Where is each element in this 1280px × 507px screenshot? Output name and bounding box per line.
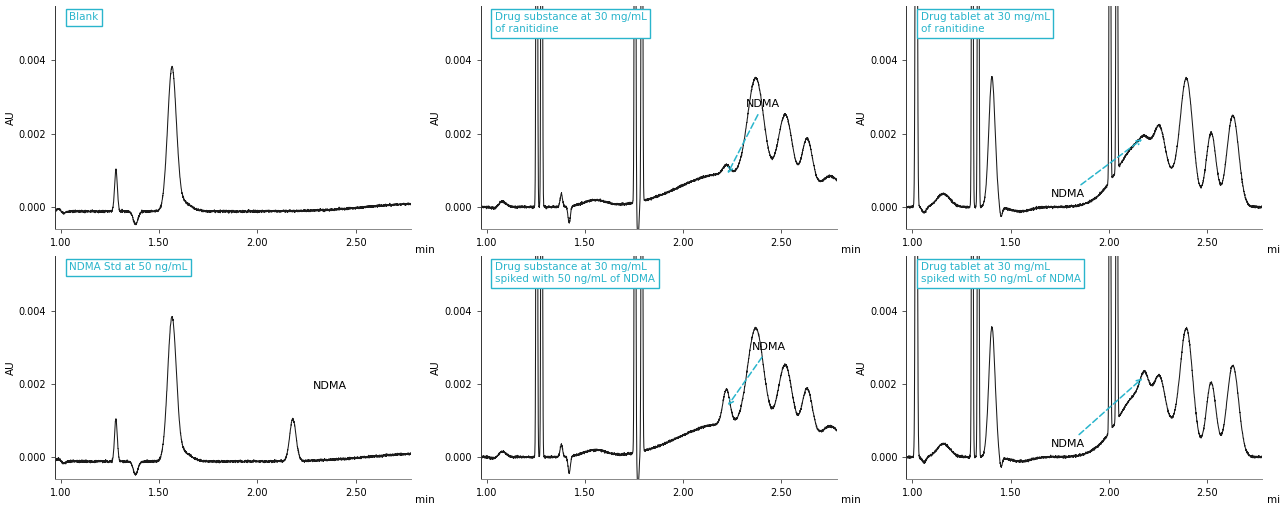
- Y-axis label: AU: AU: [858, 360, 867, 375]
- Text: NDMA Std at 50 ng/mL: NDMA Std at 50 ng/mL: [69, 262, 188, 272]
- Y-axis label: AU: AU: [431, 360, 442, 375]
- Text: Drug tablet at 30 mg/mL
spiked with 50 ng/mL of NDMA: Drug tablet at 30 mg/mL spiked with 50 n…: [920, 262, 1080, 284]
- Text: Drug substance at 30 mg/mL
of ranitidine: Drug substance at 30 mg/mL of ranitidine: [495, 12, 646, 34]
- Y-axis label: AU: AU: [431, 110, 442, 125]
- X-axis label: min: min: [841, 495, 860, 504]
- Text: NDMA: NDMA: [312, 381, 347, 391]
- Text: Drug tablet at 30 mg/mL
of ranitidine: Drug tablet at 30 mg/mL of ranitidine: [920, 12, 1050, 34]
- Y-axis label: AU: AU: [858, 110, 867, 125]
- Text: Drug substance at 30 mg/mL
spiked with 50 ng/mL of NDMA: Drug substance at 30 mg/mL spiked with 5…: [495, 262, 655, 284]
- Text: NDMA: NDMA: [1051, 140, 1140, 199]
- X-axis label: min: min: [841, 245, 860, 255]
- Y-axis label: AU: AU: [5, 110, 15, 125]
- X-axis label: min: min: [415, 495, 435, 504]
- Text: NDMA: NDMA: [1051, 379, 1140, 449]
- Text: Blank: Blank: [69, 12, 99, 22]
- X-axis label: min: min: [1267, 245, 1280, 255]
- Text: NDMA: NDMA: [730, 342, 786, 404]
- X-axis label: min: min: [415, 245, 435, 255]
- X-axis label: min: min: [1267, 495, 1280, 504]
- Text: NDMA: NDMA: [728, 99, 781, 172]
- Y-axis label: AU: AU: [5, 360, 15, 375]
